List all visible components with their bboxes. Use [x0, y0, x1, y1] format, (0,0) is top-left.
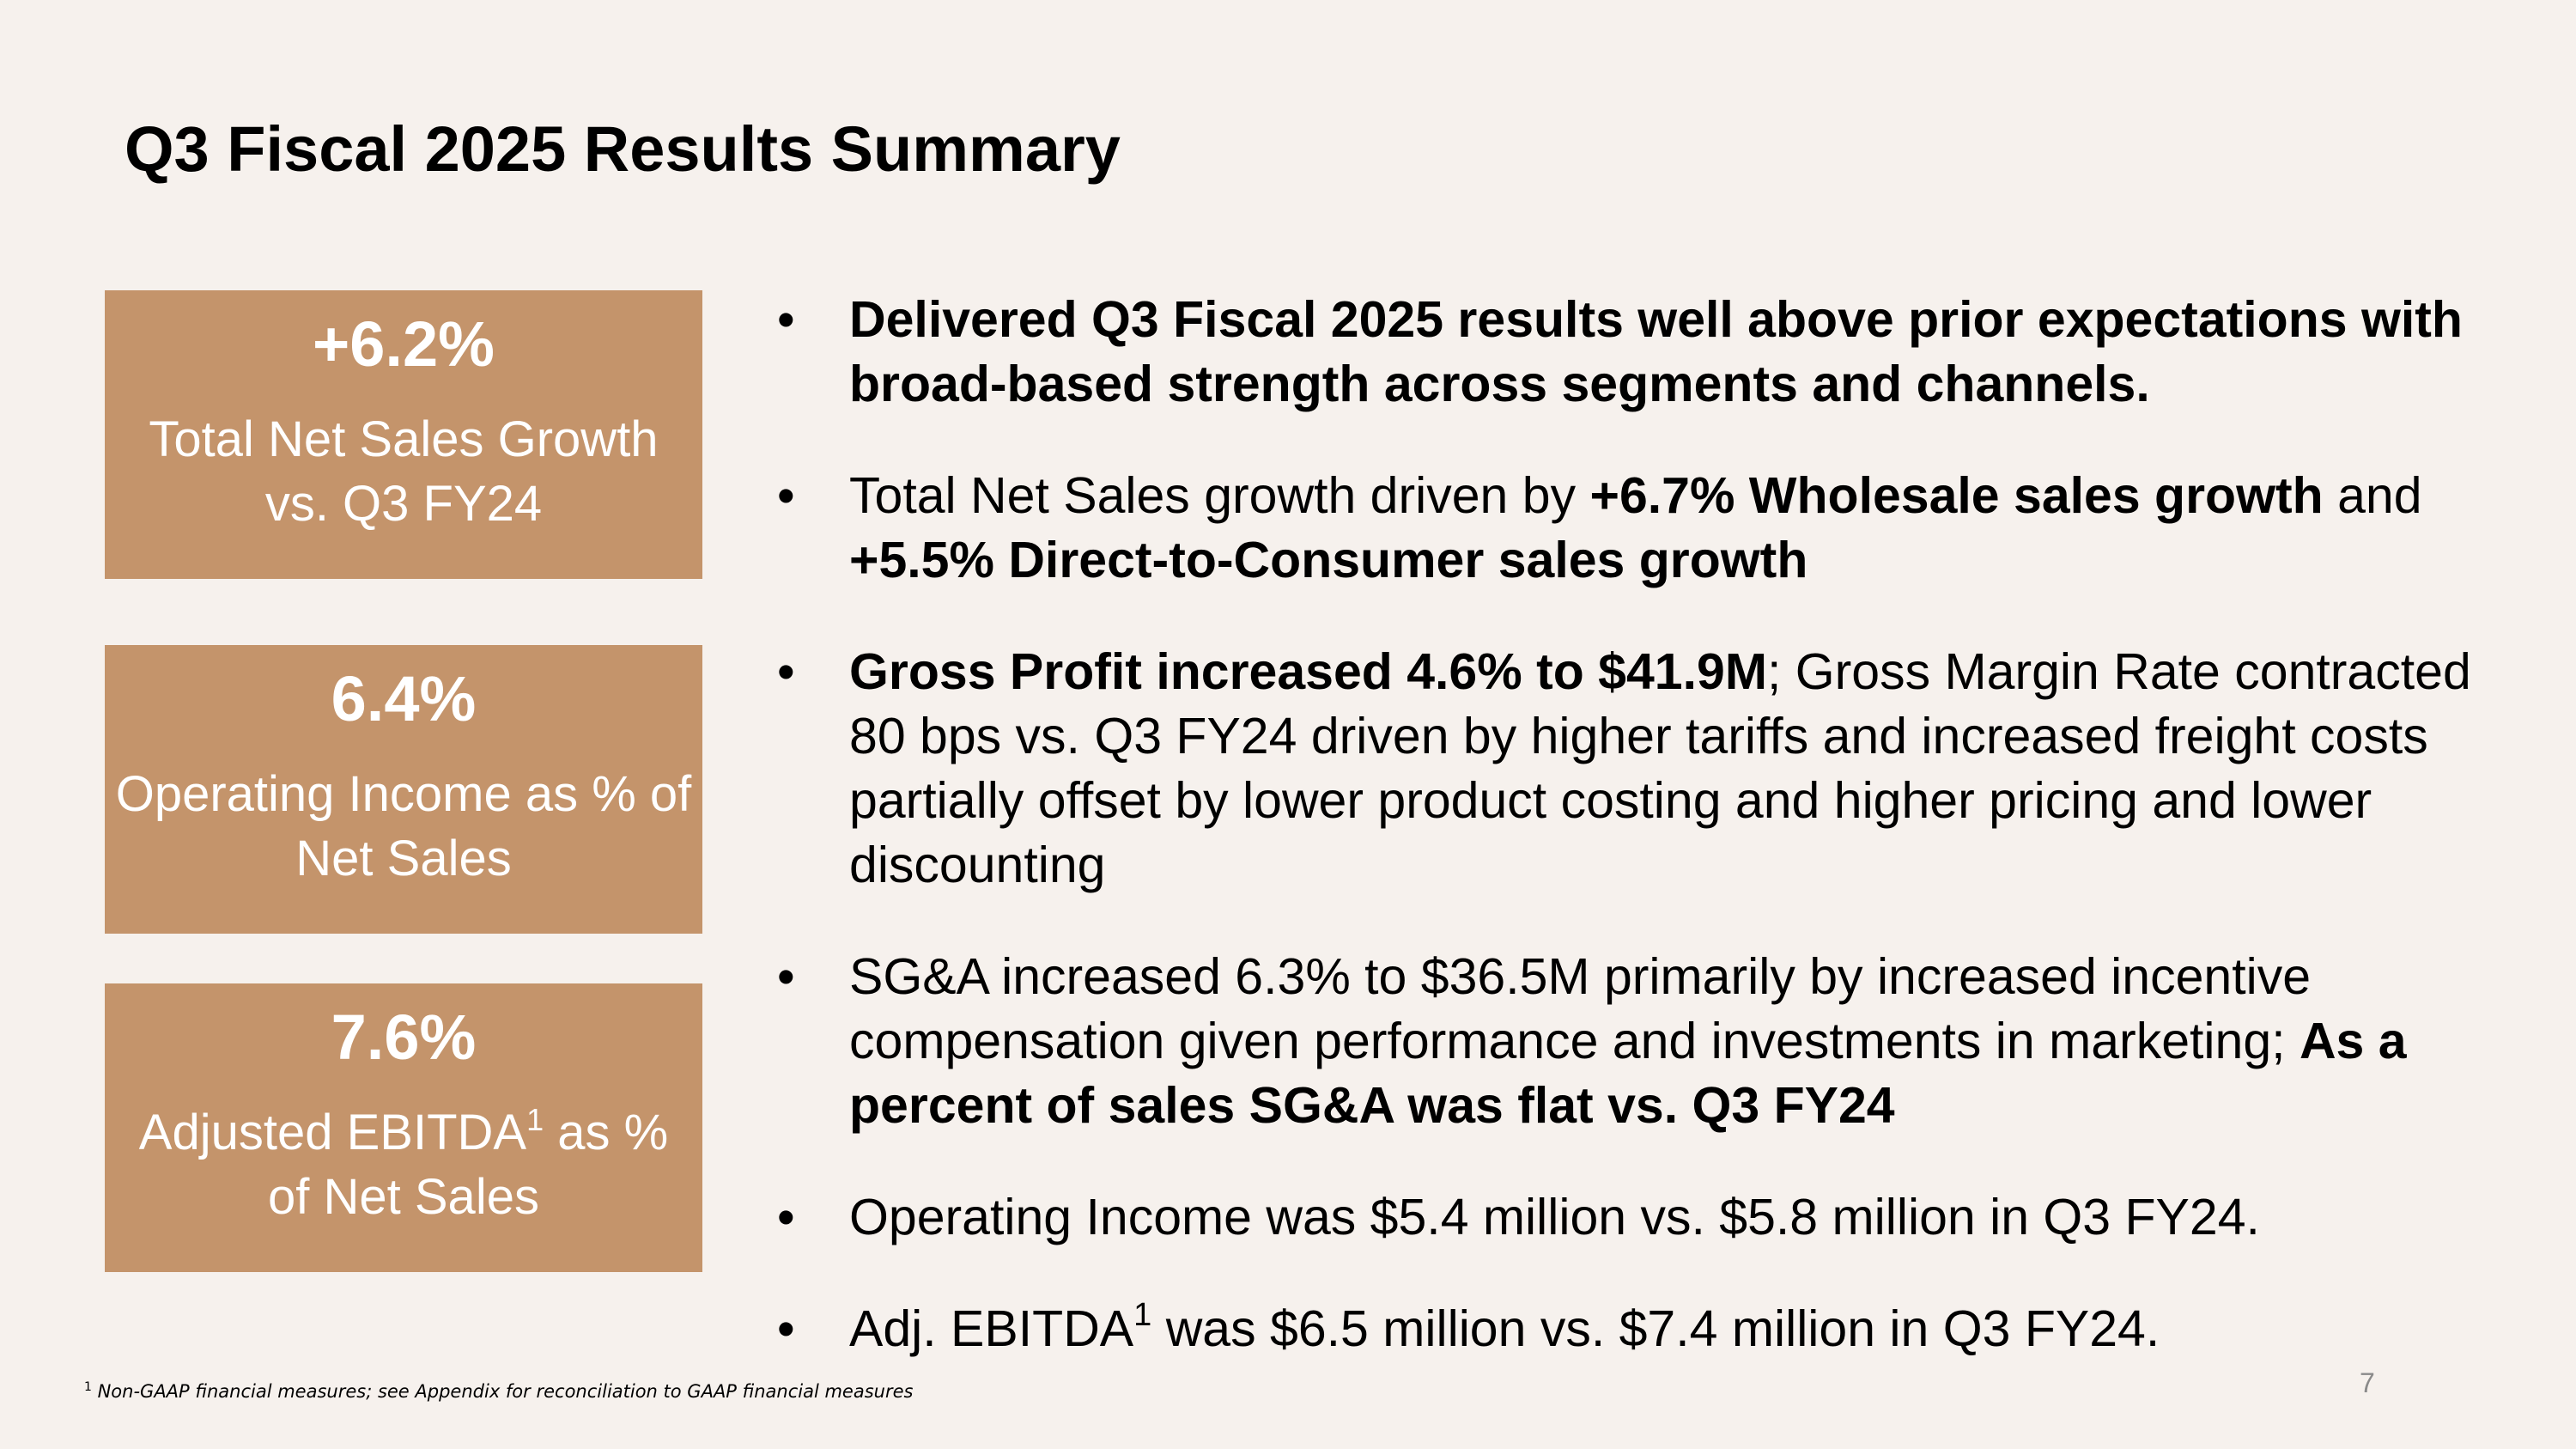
bullet-text-bold: Delivered Q3 Fiscal 2025 results well ab…: [849, 291, 2463, 412]
bullet-icon: •: [777, 948, 795, 1005]
kpi-label-text: Adjusted EBITDA: [138, 1105, 527, 1160]
footnote-marker: 1: [526, 1102, 544, 1137]
bullet-icon: •: [777, 467, 795, 524]
results-bullet-list: • Delivered Q3 Fiscal 2025 results well …: [777, 288, 2537, 1409]
footnote-marker: 1: [84, 1380, 92, 1394]
kpi-card-adjusted-ebitda: 7.6% Adjusted EBITDA1 as % of Net Sales: [105, 983, 702, 1272]
kpi-card-net-sales-growth: +6.2% Total Net Sales Growth vs. Q3 FY24: [105, 290, 702, 579]
kpi-label: Adjusted EBITDA1 as % of Net Sales: [113, 1100, 694, 1229]
kpi-value: 6.4%: [331, 663, 477, 734]
bullet-text: Adj. EBITDA: [849, 1300, 1134, 1357]
page-title: Q3 Fiscal 2025 Results Summary: [125, 113, 1121, 185]
kpi-label-text: as % of Net Sales: [268, 1105, 669, 1225]
bullet-item: • Delivered Q3 Fiscal 2025 results well …: [777, 288, 2537, 417]
bullet-text-bold: +6.7% Wholesale sales growth: [1589, 467, 2324, 524]
bullet-item: • Total Net Sales growth driven by +6.7%…: [777, 464, 2537, 593]
bullet-text: Operating Income was $5.4 million vs. $5…: [849, 1189, 2260, 1245]
bullet-item: • SG&A increased 6.3% to $36.5M primaril…: [777, 945, 2537, 1138]
bullet-text-bold: Gross Profit increased 4.6% to $41.9M: [849, 643, 1767, 700]
footnote: 1 Non-GAAP financial measures; see Appen…: [84, 1381, 913, 1402]
bullet-text: SG&A increased 6.3% to $36.5M primarily …: [849, 948, 2312, 1069]
bullet-text: and: [2323, 467, 2422, 524]
bullet-text: was $6.5 million vs. $7.4 million in Q3 …: [1151, 1300, 2160, 1357]
footnote-marker: 1: [1133, 1297, 1152, 1333]
bullet-item: • Adj. EBITDA1 was $6.5 million vs. $7.4…: [777, 1297, 2537, 1361]
bullet-item: • Operating Income was $5.4 million vs. …: [777, 1185, 2537, 1250]
kpi-value: +6.2%: [313, 308, 495, 380]
bullet-icon: •: [777, 643, 795, 700]
bullet-item: • Gross Profit increased 4.6% to $41.9M;…: [777, 640, 2537, 898]
bullet-text-bold: +5.5% Direct-to-Consumer sales growth: [849, 532, 1808, 588]
footnote-text: Non-GAAP financial measures; see Appendi…: [91, 1381, 914, 1402]
kpi-card-operating-income: 6.4% Operating Income as % of Net Sales: [105, 645, 702, 934]
bullet-icon: •: [777, 291, 795, 348]
bullet-text: ; Gross Margin Rate contracted 80 bps vs…: [849, 643, 2471, 893]
bullet-text: Total Net Sales growth driven by: [849, 467, 1590, 524]
bullet-icon: •: [777, 1300, 795, 1357]
page-number: 7: [2360, 1367, 2375, 1398]
kpi-label: Total Net Sales Growth vs. Q3 FY24: [149, 411, 659, 532]
bullet-icon: •: [777, 1189, 795, 1245]
kpi-label: Operating Income as % of Net Sales: [115, 766, 692, 886]
kpi-value: 7.6%: [331, 1002, 477, 1073]
bullet-text-bold: As a percent of sales SG&A was flat vs. …: [849, 1013, 2407, 1134]
